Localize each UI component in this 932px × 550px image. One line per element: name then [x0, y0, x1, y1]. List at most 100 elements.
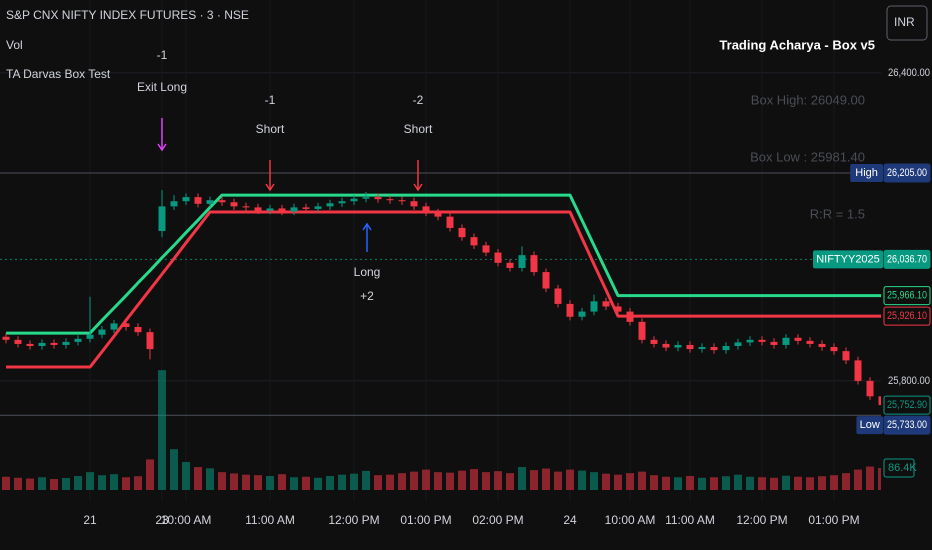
price-tag-title-box — [850, 163, 883, 182]
candle-body — [206, 200, 214, 204]
volume-bar — [830, 475, 838, 490]
volume-bar — [194, 467, 202, 490]
candle-body — [590, 301, 598, 312]
volume-bar — [650, 475, 658, 490]
volume-bar — [722, 476, 730, 490]
candle-body — [506, 262, 514, 268]
price-tag — [883, 306, 931, 326]
candle-body — [278, 208, 286, 212]
candle-body — [698, 347, 706, 350]
box-line — [6, 210, 881, 369]
candle-body — [50, 342, 58, 345]
volume-bar — [542, 468, 550, 490]
volume-bar — [734, 474, 742, 490]
volume-bar — [422, 469, 430, 490]
volume-bar — [62, 478, 70, 490]
candle-body — [530, 255, 538, 273]
volume-bar — [110, 474, 118, 490]
candle-body — [2, 336, 10, 340]
price-tag-label: 26,205.00 — [887, 167, 927, 179]
volume-bar — [518, 467, 526, 490]
volume-bar — [602, 473, 610, 490]
volume-tag — [883, 458, 915, 478]
candle-body — [686, 344, 694, 350]
volume-bar — [266, 475, 274, 490]
volume-bar — [302, 476, 310, 490]
candle-body — [326, 203, 334, 207]
volume-bar — [446, 472, 454, 490]
candle-body — [146, 332, 154, 350]
candle-body — [794, 337, 802, 341]
candle-body — [482, 245, 490, 253]
candle-body — [626, 311, 634, 322]
x-tick-label: 02:00 PM — [472, 513, 523, 527]
candle-body — [662, 343, 670, 348]
volume-bar — [314, 477, 322, 490]
signal-label: -1 — [157, 48, 168, 62]
volume-bar — [338, 474, 346, 490]
candle-body — [422, 206, 430, 213]
candle-body — [290, 207, 298, 212]
volume-bar — [98, 475, 106, 490]
candle-body — [782, 337, 790, 345]
volume-bar — [506, 473, 514, 490]
candle-body — [746, 339, 754, 343]
price-tag-title-box — [856, 416, 883, 435]
volume-bar — [290, 477, 298, 490]
volume-bar — [614, 474, 622, 490]
indicator-label: TA Darvas Box Test — [6, 67, 111, 81]
candle-body — [122, 323, 130, 328]
volume-bar — [410, 471, 418, 490]
candle-body — [470, 237, 478, 246]
currency-button-frame[interactable] — [886, 5, 928, 41]
volume-bar — [710, 477, 718, 490]
volume-bar — [74, 475, 82, 490]
volume-bar — [182, 461, 190, 490]
candle-body — [770, 341, 778, 345]
volume-bar — [50, 479, 58, 490]
y-tick-label: 26,400.00 — [888, 67, 930, 79]
volume-bar — [854, 469, 862, 490]
candle-body — [734, 342, 742, 346]
price-tag-title: Low — [860, 419, 880, 431]
currency-button[interactable]: INR — [886, 5, 928, 41]
signal-label: Short — [256, 122, 285, 136]
price-tag-label: 25,733.00 — [887, 419, 927, 431]
candle-body — [194, 197, 202, 204]
price-tag-label: 26,036.70 — [887, 253, 927, 265]
panel-line: R:R = 1.5 — [810, 206, 865, 221]
candle-body — [578, 311, 586, 317]
currency-label[interactable]: INR — [894, 15, 915, 29]
x-tick-label: 23 — [155, 513, 169, 527]
x-tick-label: 24 — [563, 513, 577, 527]
panel-title: Trading Acharya - Box v5 — [719, 37, 875, 52]
candle-body — [758, 339, 766, 342]
volume-bar — [254, 475, 262, 490]
price-tag — [883, 163, 931, 183]
price-tag — [883, 286, 931, 306]
volume-bar — [758, 477, 766, 490]
candle-body — [674, 344, 682, 348]
volume-bar — [146, 459, 154, 490]
volume-bar — [470, 469, 478, 490]
overlay: S&P CNX NIFTY INDEX FUTURES · 3 · NSE Vo… — [6, 5, 928, 81]
price-tag — [883, 249, 931, 269]
x-tick-label: 10:00 AM — [605, 513, 656, 527]
volume-bar — [698, 477, 706, 490]
candle-body — [602, 301, 610, 307]
volume-bar — [686, 475, 694, 490]
volume-bar — [638, 471, 646, 490]
volume-bar — [398, 473, 406, 490]
candle-body — [374, 197, 382, 200]
volume-bar — [662, 476, 670, 490]
signal-label: Long — [354, 265, 381, 279]
volume-bar — [122, 477, 130, 490]
candle-body — [74, 338, 82, 342]
x-tick-label: 21 — [83, 513, 97, 527]
volume-bar — [674, 477, 682, 490]
candle-body — [410, 201, 418, 207]
candle-body — [518, 255, 526, 268]
candle-body — [818, 343, 826, 348]
volume-bar — [794, 476, 802, 490]
